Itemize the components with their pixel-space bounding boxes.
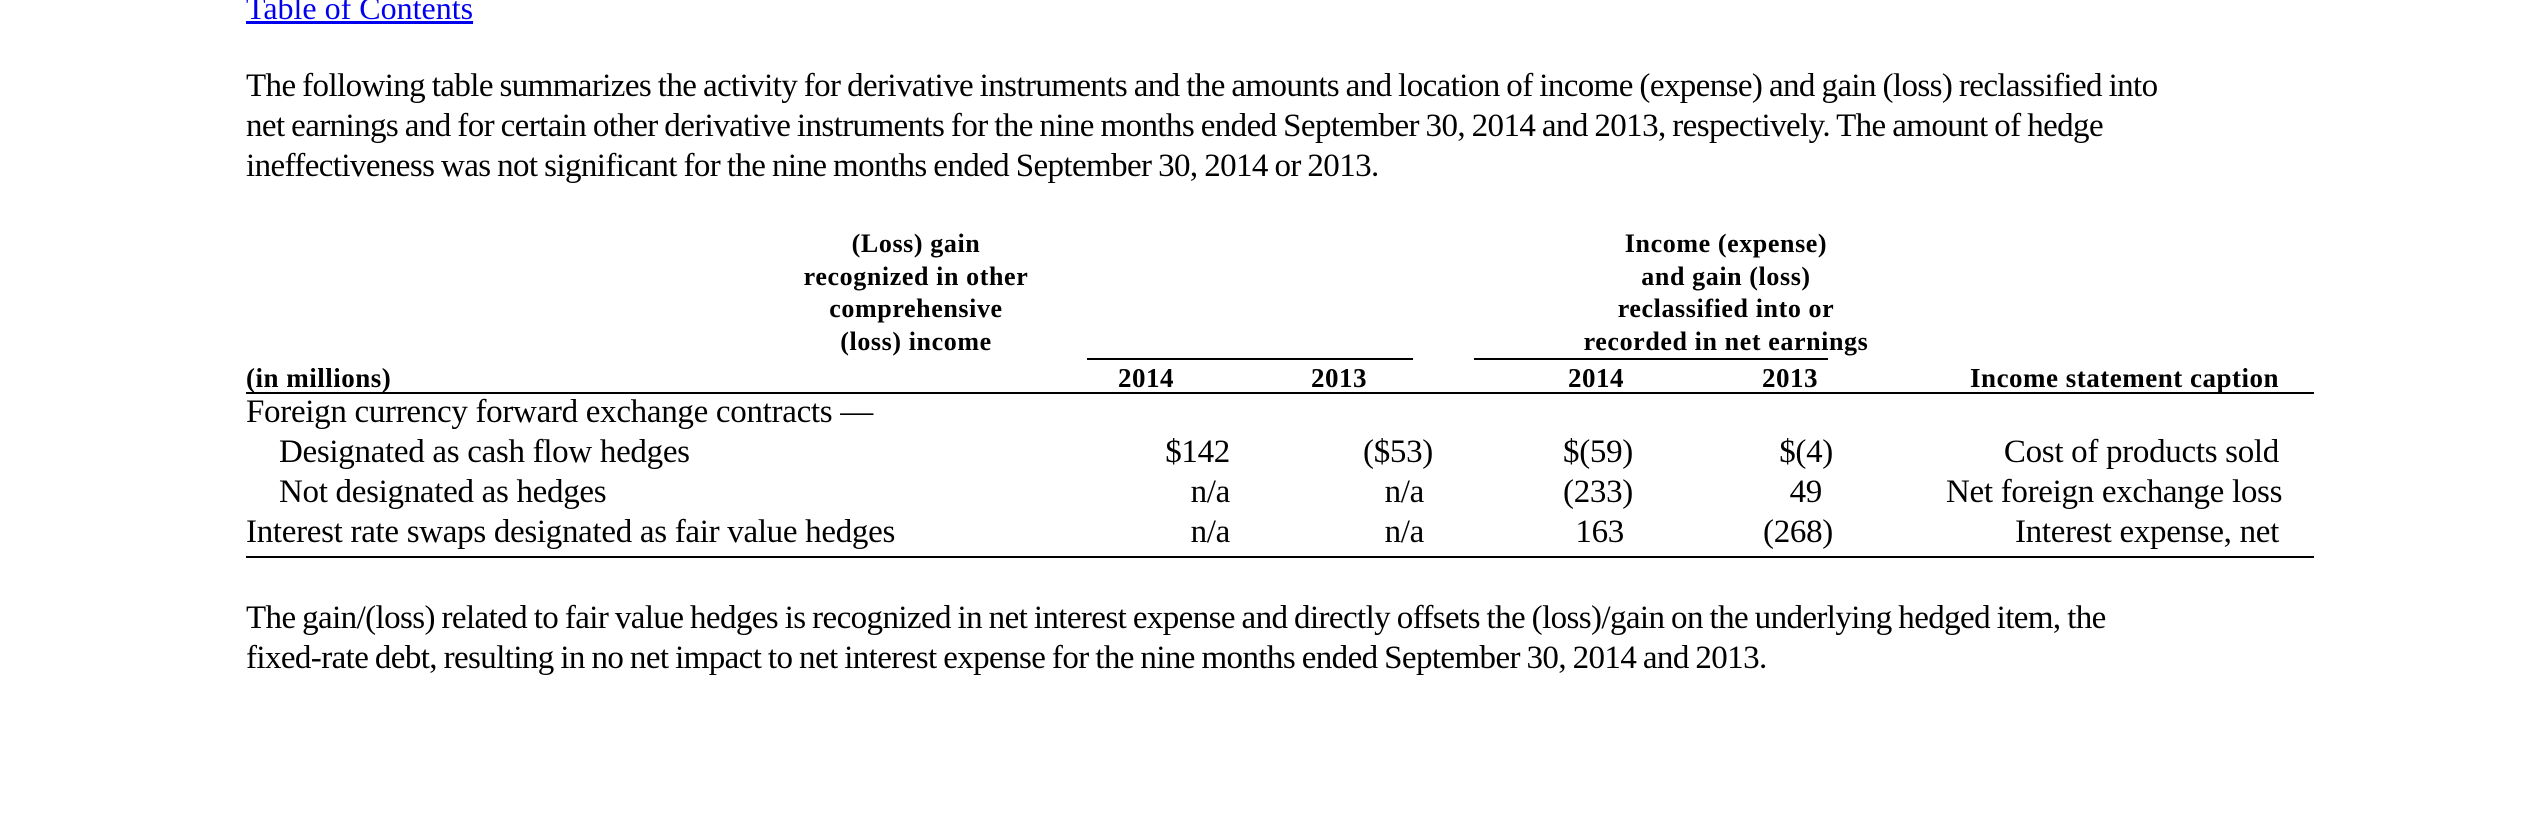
row-label: Foreign currency forward exchange contra…	[246, 394, 873, 430]
intro-line: ineffectiveness was not significant for …	[246, 148, 1379, 184]
oci-group-rule	[1087, 358, 1413, 360]
cell-ne-2013: $(4)	[1779, 434, 1833, 470]
net-earnings-group-header-line: reclassified into or	[1617, 294, 1835, 323]
closing-paragraph: The gain/(loss) related to fair value he…	[246, 598, 2326, 678]
cell-ne-2014: 163	[1575, 514, 1624, 550]
net-earnings-group-rule	[1474, 358, 1828, 360]
intro-line: net earnings and for certain other deriv…	[246, 108, 2104, 144]
closing-line: The gain/(loss) related to fair value he…	[246, 600, 2106, 636]
net-earnings-group-header-line: and gain (loss)	[1641, 261, 1811, 291]
cell-oci-2013: ($53)	[1363, 434, 1433, 470]
year-header-oci-2013: 2013	[1311, 363, 1367, 393]
cell-caption: Cost of products sold	[2003, 434, 2279, 470]
units-label: (in millions)	[246, 363, 392, 393]
net-earnings-group-header: Income (expense) and gain (loss) reclass…	[1486, 228, 1966, 358]
oci-group-header-line: (Loss) gain	[851, 229, 981, 258]
oci-group-header-line: (loss) income	[840, 326, 992, 356]
oci-group-header: (Loss) gain recognized in other comprehe…	[686, 228, 1146, 358]
cell-oci-2013: n/a	[1384, 514, 1425, 550]
cell-caption: Net foreign exchange loss	[1946, 474, 2283, 510]
cell-ne-2013: 49	[1789, 474, 1823, 510]
year-header-ne-2013: 2013	[1762, 363, 1818, 393]
oci-group-header-line: recognized in other	[803, 261, 1029, 291]
year-header-oci-2014: 2014	[1118, 363, 1174, 393]
cell-caption: Interest expense, net	[2014, 514, 2279, 550]
header-rule	[246, 392, 2314, 394]
caption-header: Income statement caption	[1970, 363, 2279, 393]
cell-ne-2014: (233)	[1563, 474, 1633, 510]
year-header-ne-2014: 2014	[1568, 363, 1624, 393]
closing-line: fixed-rate debt, resulting in no net imp…	[246, 640, 1767, 676]
cell-oci-2014: n/a	[1190, 514, 1231, 550]
derivatives-table: (Loss) gain recognized in other comprehe…	[246, 228, 2314, 560]
intro-paragraph: The following table summarizes the activ…	[246, 66, 2326, 186]
cell-oci-2013: n/a	[1384, 474, 1425, 510]
intro-line: The following table summarizes the activ…	[246, 68, 2158, 104]
cell-ne-2014: $(59)	[1563, 434, 1633, 470]
cell-oci-2014: n/a	[1190, 474, 1231, 510]
cell-oci-2014: $142	[1165, 434, 1230, 470]
net-earnings-group-header-line: Income (expense)	[1624, 229, 1828, 258]
table-of-contents-link[interactable]: Table of Contents	[246, 0, 474, 26]
cell-ne-2013: (268)	[1763, 514, 1833, 550]
row-label: Designated as cash flow hedges	[279, 434, 690, 470]
bottom-rule	[246, 556, 2314, 558]
row-label: Not designated as hedges	[279, 474, 607, 510]
net-earnings-group-header-line: recorded in net earnings	[1583, 326, 1869, 356]
row-label: Interest rate swaps designated as fair v…	[246, 514, 896, 550]
oci-group-header-line: comprehensive	[829, 294, 1003, 323]
